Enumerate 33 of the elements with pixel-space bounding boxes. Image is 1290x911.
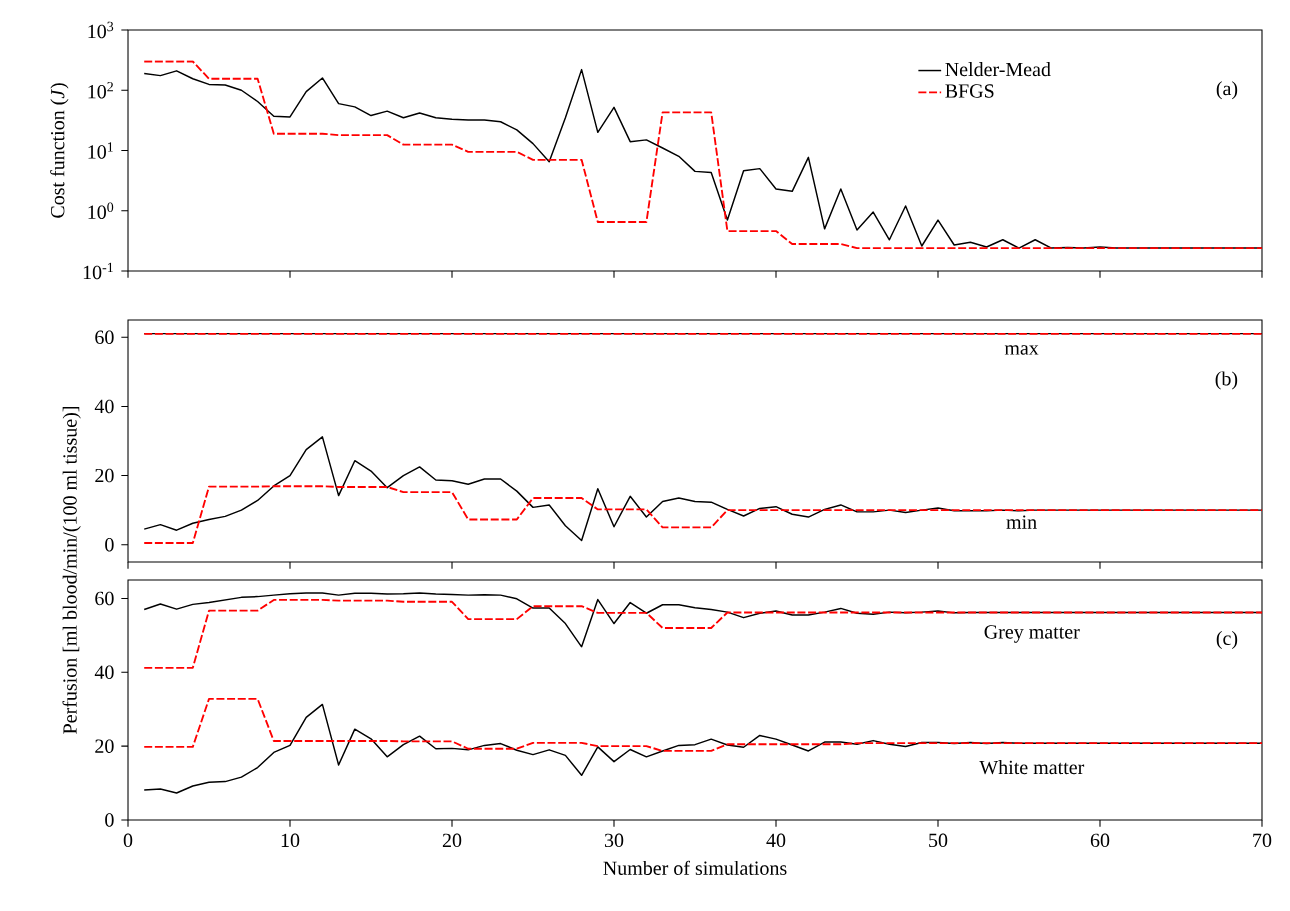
y-tick-label: 40 <box>94 399 114 414</box>
annotation: (c) <box>1216 630 1238 650</box>
y-tick-label: 0 <box>105 813 114 827</box>
y-tick-label: 20 <box>95 468 114 483</box>
x-tick-label: 70 <box>1253 833 1272 848</box>
x-tick-label: 60 <box>1090 833 1110 848</box>
y-tick-label: 60 <box>95 330 114 345</box>
y-tick-label: 10$^{0}$ <box>88 202 114 219</box>
y-axis-title: Perfusion [ml blood/min/(100 ml tissue)] <box>62 407 81 734</box>
x-tick-label: 10 <box>281 833 300 848</box>
annotation: (a) <box>1216 81 1238 100</box>
x-tick-label: 50 <box>929 833 948 848</box>
y-tick-label: 10$^{3}$ <box>88 21 114 39</box>
x-tick-label: 30 <box>604 833 624 848</box>
legend-label: BFGS <box>945 84 994 98</box>
x-axis-title: Number of simulations <box>603 860 787 875</box>
y-tick-label: 20 <box>95 739 114 753</box>
y-tick-label: 40 <box>94 665 114 680</box>
annotation: min <box>1006 515 1037 529</box>
x-tick-label: 0 <box>123 833 133 848</box>
annotation: (b) <box>1215 371 1238 390</box>
y-tick-label: 10$^{2}$ <box>88 82 113 99</box>
x-tick-label: 20 <box>442 833 462 848</box>
x-tick-label: 40 <box>766 833 786 848</box>
annotation: White matter <box>979 760 1085 775</box>
annotation: Grey matter <box>984 625 1080 643</box>
y-tick-label: 10$^{-1}$ <box>83 262 113 280</box>
annotation: max <box>1004 345 1039 355</box>
y-tick-label: 0 <box>105 537 114 552</box>
y-axis-title: Cost function (J) <box>50 83 69 218</box>
y-tick-label: 60 <box>95 591 114 606</box>
y-tick-label: 10$^{1}$ <box>88 142 113 159</box>
legend-label: Nelder-Mead <box>945 62 1051 77</box>
